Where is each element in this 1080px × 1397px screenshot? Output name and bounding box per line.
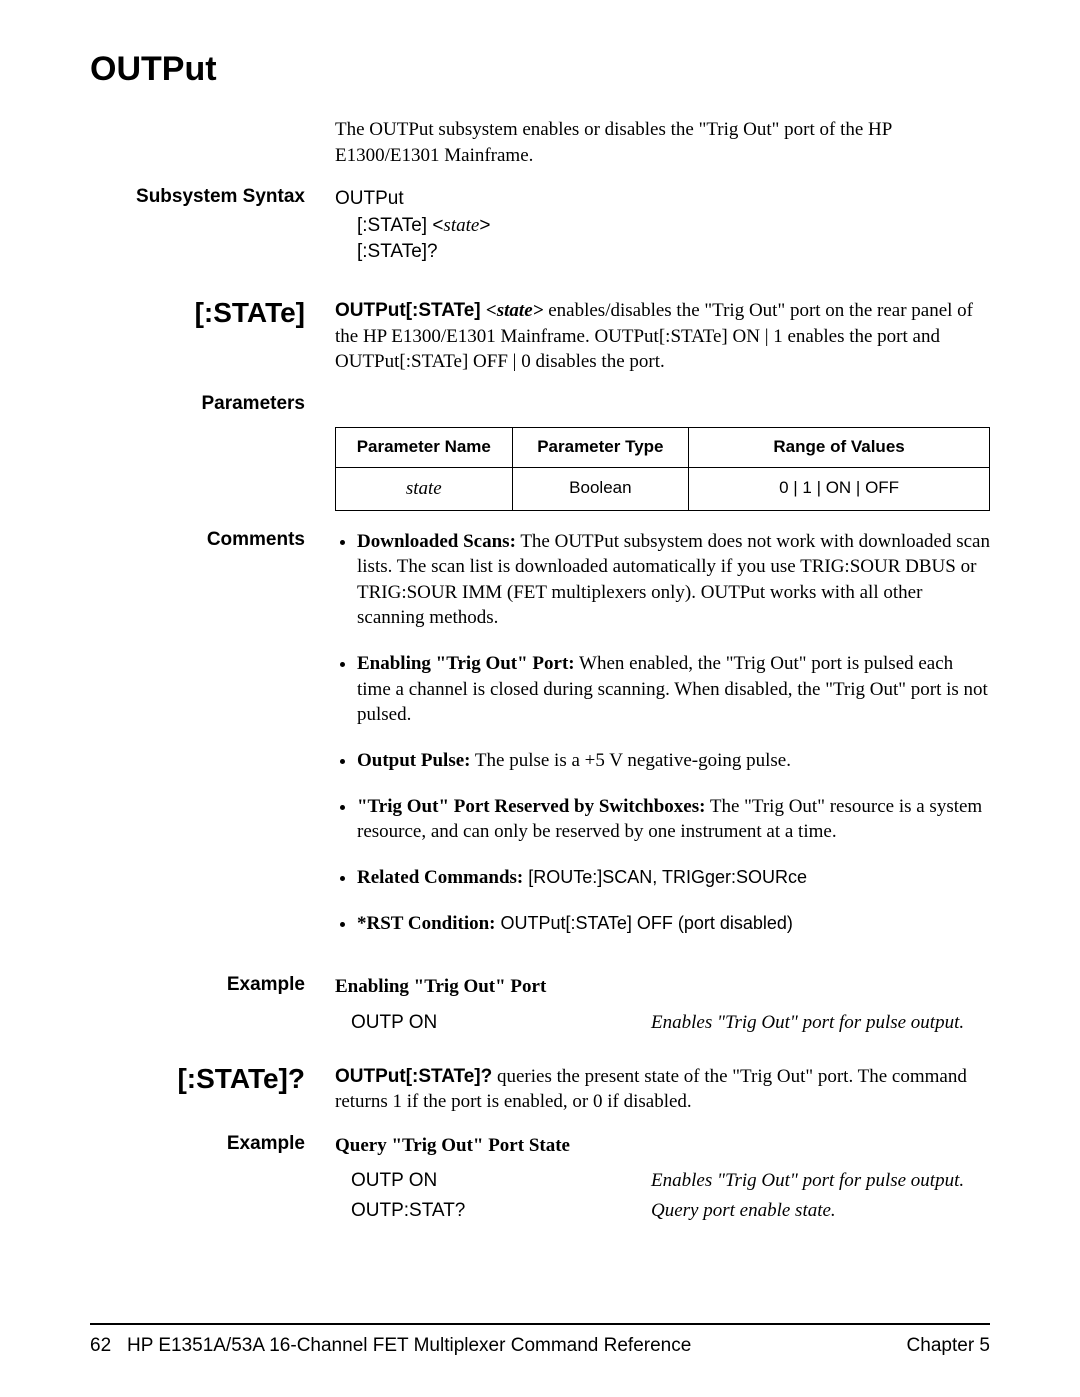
- intro-row: The OUTPut subsystem enables or disables…: [90, 117, 990, 168]
- syntax-body: OUTPut [:STATe] <state> [:STATe]?: [335, 186, 990, 266]
- footer: 62 HP E1351A/53A 16-Channel FET Multiple…: [90, 1323, 990, 1357]
- stateq-heading: [:STATe]?: [90, 1064, 335, 1115]
- comments-label: Comments: [90, 529, 335, 957]
- stateq-cmd: OUTPut[:STATe]?: [335, 1066, 492, 1087]
- footer-right: Chapter 5: [907, 1335, 990, 1357]
- footer-rule: [90, 1323, 990, 1325]
- comment-lead: "Trig Out" Port Reserved by Switchboxes:: [357, 796, 705, 817]
- example1-note: Enables "Trig Out" port for pulse output…: [651, 1010, 990, 1036]
- comment-text: The pulse is a +5 V negative-going pulse…: [471, 750, 791, 771]
- syntax-line2: [:STATe] <state>: [335, 213, 990, 240]
- example2-note: Enables "Trig Out" port for pulse output…: [651, 1168, 990, 1194]
- example2-cmd: OUTP:STAT?: [335, 1198, 651, 1224]
- state-body: OUTPut[:STATe] <state> enables/disables …: [335, 298, 990, 375]
- comment-item: Enabling "Trig Out" Port: When enabled, …: [357, 651, 990, 728]
- example1-line: OUTP ON Enables "Trig Out" port for puls…: [335, 1010, 990, 1036]
- param-table: Parameter Name Parameter Type Range of V…: [335, 427, 990, 511]
- stateq-row: [:STATe]? OUTPut[:STATe]? queries the pr…: [90, 1064, 990, 1115]
- comment-lead: Enabling "Trig Out" Port:: [357, 653, 575, 674]
- comment-item: Related Commands: [ROUTe:]SCAN, TRIGger:…: [357, 865, 990, 891]
- comments-row: Comments Downloaded Scans: The OUTPut su…: [90, 529, 990, 957]
- example1-body: Enabling "Trig Out" Port OUTP ON Enables…: [335, 974, 990, 1035]
- example2-cmd: OUTP ON: [335, 1168, 651, 1194]
- comments-body: Downloaded Scans: The OUTPut subsystem d…: [335, 529, 990, 957]
- stateq-body: OUTPut[:STATe]? queries the present stat…: [335, 1064, 990, 1115]
- example2-note: Query port enable state.: [651, 1198, 990, 1224]
- state-heading: [:STATe]: [90, 298, 335, 375]
- param-body: [335, 393, 990, 415]
- comment-text: [ROUTe:]SCAN, TRIGger:SOURce: [523, 867, 807, 887]
- syntax-line2-pre: [:STATe] <: [357, 215, 443, 236]
- example1-title: Enabling "Trig Out" Port: [335, 974, 990, 1000]
- comment-item: Downloaded Scans: The OUTPut subsystem d…: [357, 529, 990, 632]
- state-cmd-arg: <state>: [486, 300, 544, 321]
- comment-item: *RST Condition: OUTPut[:STATe] OFF (port…: [357, 911, 990, 937]
- example2-label: Example: [90, 1133, 335, 1224]
- param-data-row: state Boolean 0 | 1 | ON | OFF: [336, 467, 990, 510]
- syntax-row: Subsystem Syntax OUTPut [:STATe] <state>…: [90, 186, 990, 266]
- example1-cmd: OUTP ON: [335, 1010, 651, 1036]
- example2-title: Query "Trig Out" Port State: [335, 1133, 990, 1159]
- param-h1: Parameter Name: [336, 427, 513, 467]
- page-number: 62: [90, 1335, 111, 1356]
- footer-title: HP E1351A/53A 16-Channel FET Multiplexer…: [127, 1335, 691, 1356]
- comment-lead: *RST Condition:: [357, 913, 496, 934]
- param-table-wrap: Parameter Name Parameter Type Range of V…: [335, 427, 990, 511]
- syntax-line2-state: state: [443, 215, 479, 236]
- example2-line: OUTP:STAT? Query port enable state.: [335, 1198, 990, 1224]
- example1-row: Example Enabling "Trig Out" Port OUTP ON…: [90, 974, 990, 1035]
- page-title: OUTPut: [90, 50, 990, 89]
- comment-lead: Output Pulse:: [357, 750, 471, 771]
- syntax-line3: [:STATe]?: [335, 239, 990, 266]
- comment-text: OUTPut[:STATe] OFF (port disabled): [496, 913, 793, 933]
- param-type: Boolean: [512, 467, 689, 510]
- param-row: Parameters: [90, 393, 990, 415]
- footer-left: 62 HP E1351A/53A 16-Channel FET Multiple…: [90, 1335, 691, 1357]
- param-name: state: [336, 467, 513, 510]
- comment-item: "Trig Out" Port Reserved by Switchboxes:…: [357, 794, 990, 845]
- param-h2: Parameter Type: [512, 427, 689, 467]
- example2-row: Example Query "Trig Out" Port State OUTP…: [90, 1133, 990, 1224]
- comment-lead: Related Commands:: [357, 867, 523, 888]
- param-range: 0 | 1 | ON | OFF: [689, 467, 990, 510]
- example1-label: Example: [90, 974, 335, 1035]
- comment-lead: Downloaded Scans:: [357, 531, 516, 552]
- state-cmd-pre: OUTPut[:STATe]: [335, 300, 486, 321]
- param-label: Parameters: [90, 393, 335, 415]
- param-header-row: Parameter Name Parameter Type Range of V…: [336, 427, 990, 467]
- intro-label: [90, 117, 335, 168]
- comments-list: Downloaded Scans: The OUTPut subsystem d…: [335, 529, 990, 937]
- state-row: [:STATe] OUTPut[:STATe] <state> enables/…: [90, 298, 990, 375]
- comment-item: Output Pulse: The pulse is a +5 V negati…: [357, 748, 990, 774]
- syntax-line2-post: >: [479, 215, 490, 236]
- example2-body: Query "Trig Out" Port State OUTP ON Enab…: [335, 1133, 990, 1224]
- example2-line: OUTP ON Enables "Trig Out" port for puls…: [335, 1168, 990, 1194]
- syntax-label: Subsystem Syntax: [90, 186, 335, 266]
- param-table-row: Parameter Name Parameter Type Range of V…: [90, 427, 990, 511]
- intro-text: The OUTPut subsystem enables or disables…: [335, 117, 990, 168]
- footer-line: 62 HP E1351A/53A 16-Channel FET Multiple…: [90, 1335, 990, 1357]
- param-h3: Range of Values: [689, 427, 990, 467]
- syntax-line1: OUTPut: [335, 186, 990, 213]
- page: OUTPut The OUTPut subsystem enables or d…: [0, 0, 1080, 1397]
